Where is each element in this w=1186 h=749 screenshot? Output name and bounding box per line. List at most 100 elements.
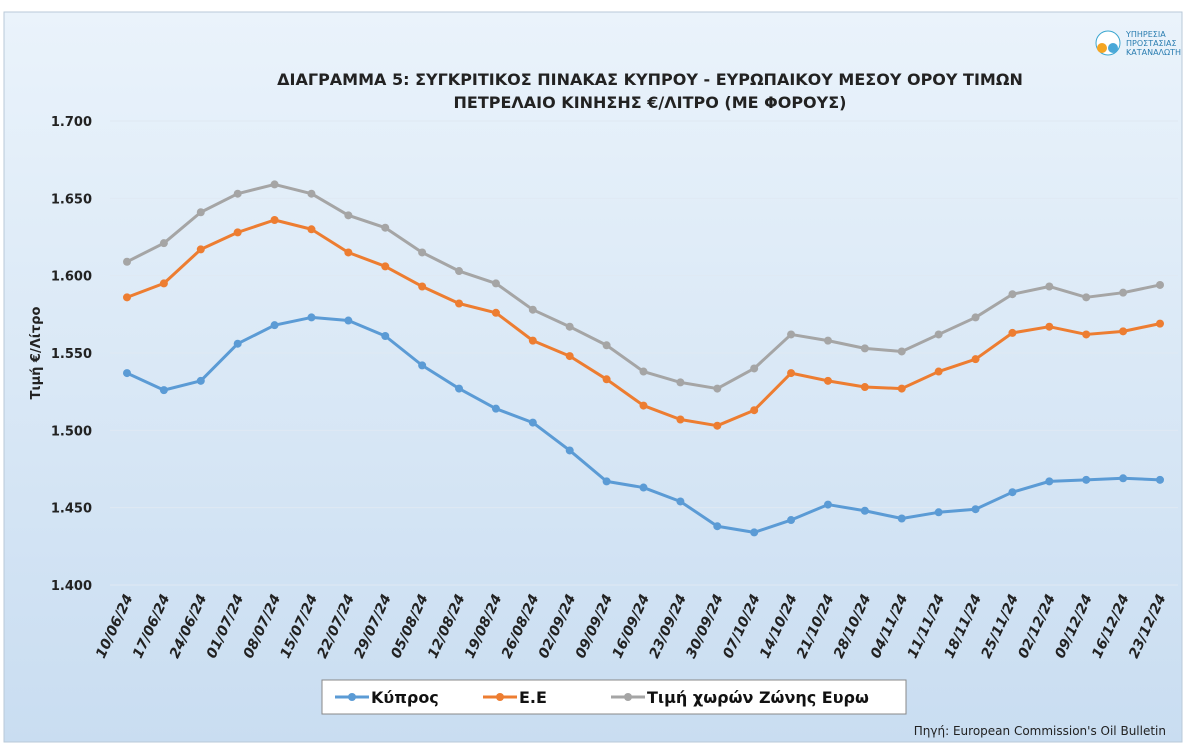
y-tick-label: 1.400 <box>51 579 92 594</box>
data-point <box>1082 330 1091 339</box>
data-point <box>270 180 279 189</box>
logo-text: ΠΡΟΣΤΑΣΙΑΣ <box>1126 39 1177 48</box>
data-point <box>1119 474 1128 483</box>
data-point <box>676 378 685 387</box>
y-tick-label: 1.650 <box>51 192 92 207</box>
data-point <box>971 355 980 364</box>
data-point <box>307 189 316 198</box>
logo-dot <box>1097 43 1107 53</box>
data-point <box>196 376 205 385</box>
data-point <box>381 262 390 271</box>
data-point <box>1008 328 1017 337</box>
data-point <box>1008 488 1017 497</box>
data-point <box>1156 475 1164 484</box>
data-point <box>823 336 832 345</box>
data-point <box>1045 322 1054 331</box>
data-point <box>307 313 316 322</box>
data-point <box>233 228 242 237</box>
data-point <box>565 446 574 455</box>
data-point <box>934 508 943 517</box>
data-point <box>676 497 685 506</box>
legend-label: Τιμή χωρών Ζώνης Ευρω <box>647 688 869 707</box>
y-axis-label: Τιμή €/Λίτρο <box>29 307 44 400</box>
data-point <box>971 505 980 514</box>
data-point <box>750 528 759 537</box>
data-point <box>713 421 722 430</box>
data-point <box>1045 282 1054 291</box>
data-point <box>491 279 500 288</box>
data-point <box>639 401 648 410</box>
data-point <box>418 248 427 257</box>
data-point <box>750 364 759 373</box>
data-point <box>233 189 242 198</box>
y-tick-label: 1.600 <box>51 270 92 285</box>
data-point <box>344 316 353 325</box>
y-tick-label: 1.500 <box>51 424 92 439</box>
data-point <box>787 369 796 378</box>
data-point <box>123 257 131 266</box>
data-point <box>1156 319 1164 328</box>
y-tick-label: 1.450 <box>51 502 92 517</box>
data-point <box>491 308 500 317</box>
data-point <box>897 514 906 523</box>
data-point <box>1045 477 1054 486</box>
data-point <box>860 383 869 392</box>
source: Πηγή: European Commission's Oil Bulletin <box>914 724 1166 738</box>
data-point <box>823 500 832 509</box>
data-point <box>823 376 832 385</box>
data-point <box>1156 280 1164 289</box>
logo-dot <box>1108 43 1118 53</box>
legend-marker <box>348 693 356 701</box>
data-point <box>713 384 722 393</box>
data-point <box>676 415 685 424</box>
data-point <box>897 384 906 393</box>
data-point <box>307 225 316 234</box>
data-point <box>159 239 168 248</box>
data-point <box>971 313 980 322</box>
data-point <box>639 367 648 376</box>
data-point <box>270 321 279 330</box>
data-point <box>123 369 131 378</box>
data-point <box>528 418 537 427</box>
data-point <box>491 404 500 413</box>
data-point <box>750 406 759 415</box>
data-point <box>565 322 574 331</box>
data-point <box>418 282 427 291</box>
data-point <box>528 305 537 314</box>
data-point <box>381 331 390 340</box>
logo-text: ΚΑΤΑΝΑΛΩΤΗ <box>1126 48 1181 57</box>
data-point <box>455 299 464 308</box>
data-point <box>455 267 464 276</box>
data-point <box>860 506 869 515</box>
data-point <box>713 522 722 531</box>
data-point <box>602 375 611 384</box>
data-point <box>1119 288 1128 297</box>
data-point <box>787 516 796 525</box>
data-point <box>1082 475 1091 484</box>
data-point <box>233 339 242 348</box>
data-point <box>787 330 796 339</box>
legend-label: Ε.Ε <box>519 688 547 707</box>
data-point <box>344 211 353 220</box>
data-point <box>565 352 574 361</box>
legend-label: Κύπρος <box>371 688 439 707</box>
data-point <box>602 477 611 486</box>
logo: ΥΠΗΡΕΣΙΑ ΠΡΟΣΤΑΣΙΑΣ ΚΑΤΑΝΑΛΩΤΗ <box>1095 30 1181 57</box>
data-point <box>1008 290 1017 299</box>
y-tick-label: 1.700 <box>51 115 92 130</box>
data-point <box>934 330 943 339</box>
data-point <box>159 386 168 395</box>
data-point <box>418 361 427 370</box>
data-point <box>1119 327 1128 336</box>
data-point <box>1082 293 1091 302</box>
data-point <box>528 336 537 345</box>
data-point <box>123 293 131 302</box>
data-point <box>344 248 353 257</box>
legend-marker <box>624 693 632 701</box>
chart-title: ΠΕΤΡΕΛΑΙΟ ΚΙΝΗΣΗΣ €/ΛΙΤΡΟ (ΜΕ ΦΟΡΟΥΣ) <box>454 93 847 112</box>
data-point <box>934 367 943 376</box>
data-point <box>196 245 205 254</box>
data-point <box>897 347 906 356</box>
data-point <box>196 208 205 217</box>
